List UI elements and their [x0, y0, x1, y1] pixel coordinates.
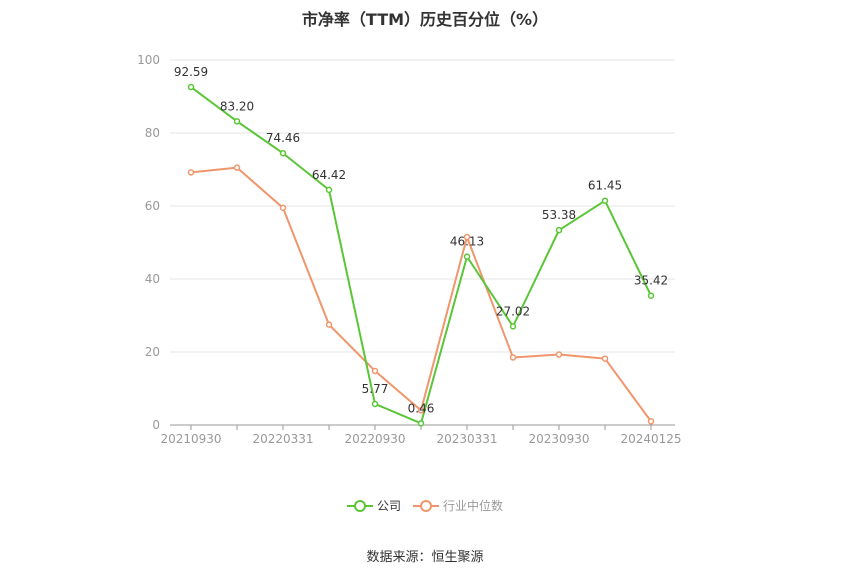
- data-point: [279, 149, 287, 157]
- data-point: [417, 407, 425, 414]
- data-label: 92.59: [174, 65, 208, 79]
- y-tick-label: 40: [145, 272, 160, 286]
- series-points: [187, 83, 655, 427]
- data-point: [463, 233, 471, 241]
- y-tick-label: 20: [145, 345, 160, 359]
- axes: 0 20 40 60 80 100 20210930 20220331 20220930 2023…: [137, 53, 681, 446]
- data-label: 0.46: [408, 401, 435, 415]
- data-point: [555, 351, 563, 358]
- series-line-0: [190, 86, 652, 425]
- legend-label: 行业中位数: [443, 499, 504, 513]
- data-point: [233, 164, 241, 171]
- y-tick-label: 0: [152, 418, 160, 432]
- x-tick-label: 20210930: [160, 432, 221, 446]
- data-point: [647, 418, 655, 425]
- data-point: [371, 367, 379, 375]
- legend-label: 公司: [376, 499, 401, 513]
- chart-title: 市净率（TTM）历史百分位（%）: [301, 10, 549, 29]
- legend-item[interactable]: 行业中位数: [413, 497, 503, 514]
- data-label: 5.77: [362, 382, 389, 396]
- legend-swatch-icon: [346, 499, 373, 513]
- data-point: [187, 83, 195, 91]
- x-tick-label: 20240125: [620, 432, 681, 446]
- data-point: [509, 354, 517, 361]
- data-label: 74.46: [266, 131, 300, 145]
- data-point: [601, 197, 609, 204]
- data-label: 27.02: [496, 304, 530, 318]
- x-tick-label: 20220930: [344, 432, 405, 446]
- x-tick-label: 20230331: [436, 432, 497, 446]
- x-tick-label: 20230930: [528, 432, 589, 446]
- data-point: [463, 253, 471, 260]
- data-point: [325, 186, 333, 194]
- data-point: [233, 118, 241, 125]
- y-tick-label: 100: [137, 53, 160, 67]
- data-point: [187, 169, 195, 176]
- data-point: [325, 321, 333, 328]
- legend: 公司 行业中位数: [0, 497, 850, 516]
- data-point: [279, 204, 287, 212]
- line-chart: 0 20 40 60 80 100 20210930 20220331 20220930 2023…: [137, 53, 681, 446]
- legend-item[interactable]: 公司: [346, 497, 401, 514]
- series-lines: [190, 86, 652, 425]
- data-label: 61.45: [588, 179, 622, 193]
- source-note: 数据来源：恒生聚源: [366, 550, 484, 565]
- legend-swatch-icon: [413, 499, 439, 513]
- data-point: [371, 400, 379, 408]
- data-label: 35.42: [634, 274, 668, 288]
- data-label: 83.20: [220, 99, 254, 113]
- data-label: 64.42: [312, 168, 346, 182]
- grid-lines: [170, 59, 675, 353]
- y-tick-label: 60: [145, 199, 160, 213]
- data-point: [601, 355, 609, 362]
- y-tick-label: 80: [145, 126, 160, 140]
- data-labels: 92.59 83.20 74.46 64.42 5.77 0.46 46.13 27.02 53…: [174, 65, 668, 415]
- data-point: [509, 323, 517, 330]
- x-tick-label: 20220331: [252, 432, 313, 446]
- data-point: [647, 292, 655, 299]
- data-point: [417, 420, 425, 427]
- data-label: 46.13: [450, 235, 484, 249]
- data-label: 53.38: [542, 208, 576, 222]
- data-point: [555, 226, 563, 234]
